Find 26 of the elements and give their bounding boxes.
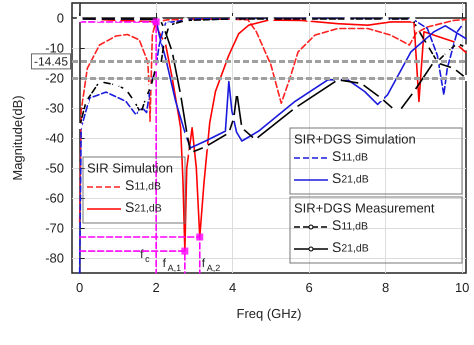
y-tick-label: -70	[45, 220, 64, 236]
y-tick-label: -30	[45, 100, 64, 116]
legend-label: S11,dB	[332, 217, 368, 233]
y-tick-label: 0	[56, 10, 64, 26]
y-tick-label: -50	[45, 160, 64, 176]
x-axis-title: Freq (GHz)	[236, 306, 302, 321]
legend-label: S21,dB	[332, 170, 369, 186]
x-tick-label: 8	[382, 280, 390, 295]
x-tick-label: 4	[229, 280, 236, 295]
ref-line-label: -14.45	[34, 54, 68, 68]
legend-label: S21,dB	[332, 239, 369, 255]
annotation: SIR+DGS Measurement	[294, 200, 435, 216]
legend-label: S11,dB	[332, 148, 368, 164]
x-tick-label: 2	[152, 280, 160, 295]
x-tick-label: 0	[76, 280, 84, 295]
y-tick-label: -40	[45, 130, 64, 146]
y-tick-label: -10	[45, 40, 64, 56]
x-tick-label: 10	[454, 280, 470, 295]
y-tick-label: -60	[45, 190, 64, 206]
y-tick-label: -80	[45, 250, 64, 266]
x-tick-label: 6	[306, 280, 313, 295]
y-tick-label: -20	[45, 70, 64, 86]
annotation: SIR Simulation	[87, 160, 173, 176]
y-axis-title: Magnitude(dB)	[10, 95, 25, 181]
annotation: SIR+DGS Simulation	[294, 132, 416, 146]
legend-label: S11,dB	[125, 177, 162, 193]
